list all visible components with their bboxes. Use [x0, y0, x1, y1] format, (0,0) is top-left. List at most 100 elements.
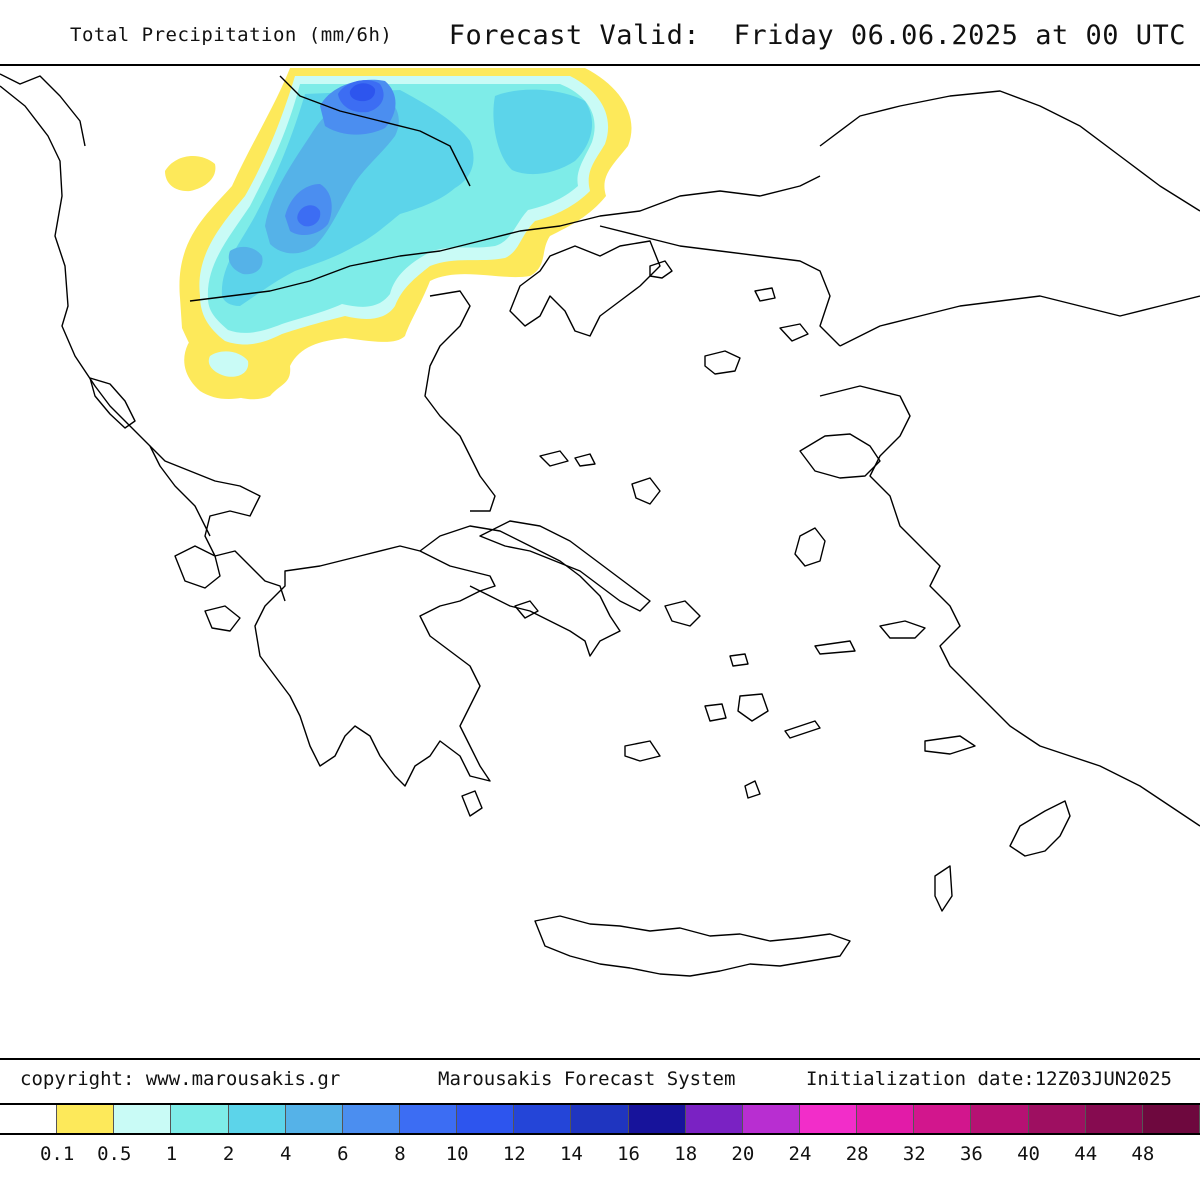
- amorgos: [784, 720, 821, 739]
- north-border: [189, 175, 821, 302]
- peloponnese: [254, 545, 496, 787]
- precip-area-4-east: [493, 89, 593, 175]
- thessaly-coast: [424, 290, 496, 512]
- precipitation-map[interactable]: [0, 64, 1200, 1060]
- precip-area-6-b: [228, 246, 263, 275]
- zakynthos: [204, 605, 241, 632]
- marmara: [839, 295, 1200, 347]
- color-scale-labels: 0.1 0.5 1 2 4 6 8 10 12 14 16 18 20 24 28 32 36 40 44 48: [0, 1143, 1200, 1173]
- thrace-coast: [599, 225, 841, 347]
- scale-swatch: [342, 1105, 400, 1133]
- scale-swatch: [628, 1105, 686, 1133]
- scale-tick-label: 24: [788, 1143, 812, 1165]
- copyright-text: copyright: www.marousakis.gr: [20, 1068, 341, 1090]
- samos: [879, 620, 926, 639]
- kos: [924, 735, 976, 755]
- map-title: Total Precipitation (mm/6h): [70, 24, 393, 46]
- epirus-coast: [149, 445, 286, 602]
- scale-tick-label: 48: [1131, 1143, 1155, 1165]
- sporades: [539, 450, 596, 467]
- coastlines: [0, 73, 1200, 977]
- precip-field: [165, 68, 632, 400]
- scale-tick-label: 0.1: [39, 1143, 75, 1165]
- kythira: [461, 790, 483, 817]
- aegina-salamina: [514, 600, 539, 619]
- scale-swatch: [857, 1105, 915, 1133]
- system-name: Marousakis Forecast System: [438, 1068, 736, 1090]
- bulgaria-border: [279, 75, 471, 187]
- evia: [479, 520, 651, 612]
- scale-tick-label: 2: [222, 1143, 235, 1165]
- map-footer: copyright: www.marousakis.gr Marousakis …: [0, 1062, 1200, 1102]
- adriatic-north: [0, 73, 86, 147]
- central-greece: [419, 525, 621, 657]
- scale-swatch: [0, 1105, 58, 1133]
- scale-tick-label: 10: [445, 1143, 469, 1165]
- scale-tick-label: 6: [337, 1143, 349, 1165]
- scale-swatch: [114, 1105, 172, 1133]
- corfu: [89, 377, 136, 429]
- scale-tick-label: 28: [845, 1143, 869, 1165]
- scale-swatch: [685, 1105, 743, 1133]
- scale-swatch: [1085, 1105, 1143, 1133]
- albania-coast: [0, 85, 211, 537]
- andros: [664, 600, 701, 627]
- scale-tick-label: 14: [559, 1143, 583, 1165]
- ikaria: [814, 640, 856, 655]
- imbros: [779, 323, 809, 342]
- precip-area-0.5-west: [165, 155, 216, 192]
- scale-tick-label: 1: [165, 1143, 178, 1165]
- scale-swatch: [799, 1105, 858, 1133]
- scale-tick-label: 18: [674, 1143, 698, 1165]
- kefalonia: [174, 545, 221, 589]
- scale-tick-label: 16: [617, 1143, 641, 1165]
- karpathos: [934, 865, 953, 912]
- skyros: [631, 477, 661, 505]
- precip-area-10-b: [297, 205, 321, 227]
- scale-swatch: [914, 1105, 972, 1133]
- scale-swatch: [971, 1105, 1029, 1133]
- scale-swatch: [514, 1105, 572, 1133]
- precip-area-12: [349, 83, 376, 102]
- mykonos: [729, 653, 749, 667]
- forecast-valid-time: Forecast Valid: Friday 06.06.2025 at 00 …: [448, 20, 1186, 51]
- santorini: [744, 780, 761, 799]
- scale-swatch: [399, 1105, 458, 1133]
- map-header: Total Precipitation (mm/6h) Forecast Val…: [0, 0, 1200, 64]
- chios: [794, 527, 826, 567]
- scale-tick-label: 44: [1074, 1143, 1098, 1165]
- paros: [704, 703, 727, 722]
- scale-tick-label: 0.5: [97, 1143, 132, 1165]
- scale-tick-label: 32: [902, 1143, 926, 1165]
- anatolia-west-coast: [819, 385, 1200, 827]
- crete: [534, 915, 851, 977]
- scale-swatch: [1142, 1105, 1200, 1133]
- scale-swatch: [571, 1105, 629, 1133]
- scale-swatch: [171, 1105, 229, 1133]
- thasos: [649, 260, 673, 279]
- scale-swatch: [1028, 1105, 1086, 1133]
- scale-tick-label: 40: [1017, 1143, 1041, 1165]
- chalkidiki: [509, 240, 661, 337]
- naxos: [737, 693, 769, 722]
- precip-area-1-south: [208, 351, 249, 377]
- samothraki: [754, 287, 776, 302]
- precipitation-color-scale: [0, 1103, 1200, 1135]
- scale-tick-label: 4: [279, 1143, 292, 1165]
- initialization-date: Initialization date:12Z03JUN2025: [805, 1068, 1172, 1090]
- scale-swatch: [57, 1105, 115, 1133]
- lesvos: [799, 433, 881, 479]
- scale-tick-label: 12: [502, 1143, 526, 1165]
- scale-swatch: [228, 1105, 286, 1133]
- scale-tick-label: 36: [959, 1143, 983, 1165]
- lemnos: [704, 350, 741, 375]
- scale-swatch: [285, 1105, 343, 1133]
- scale-tick-label: 8: [394, 1143, 406, 1165]
- turkey-coast: [819, 90, 1200, 212]
- map-canvas: [0, 68, 1200, 977]
- scale-tick-label: 20: [731, 1143, 755, 1165]
- scale-swatch: [457, 1105, 515, 1133]
- milos: [624, 740, 661, 762]
- rhodes: [1009, 800, 1071, 857]
- scale-swatch: [742, 1105, 800, 1133]
